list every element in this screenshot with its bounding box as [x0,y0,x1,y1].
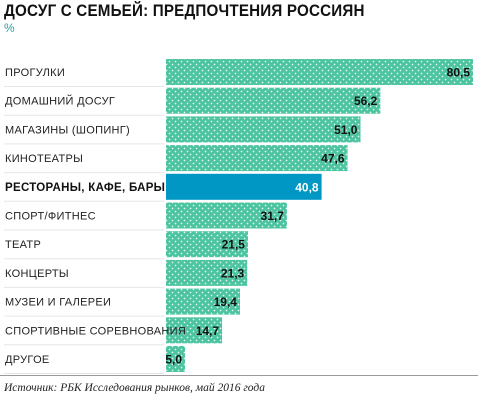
bar [166,288,240,315]
source-note: Источник: РБК Исследования рынков, май 2… [4,382,265,394]
bar [166,173,322,200]
bar [166,231,248,258]
value-label: 56,2 [354,94,378,108]
category-label: МУЗЕИ И ГАЛЕРЕИ [5,297,111,309]
value-label: 40,8 [295,180,319,194]
footer-divider [0,375,478,376]
category-label: РЕСТОРАНЫ, КАФЕ, БАРЫ [5,182,165,194]
bar [166,116,361,143]
chart-title: ДОСУГ С СЕМЬЕЙ: ПРЕДПОЧТЕНИЯ РОССИЯН [4,2,365,20]
category-label: ПРОГУЛКИ [5,67,65,79]
bar [166,87,381,114]
category-label: ДОМАШНИЙ ДОСУГ [5,95,115,108]
category-label: ТЕАТР [5,239,41,251]
category-label: МАГАЗИНЫ (ШОПИНГ) [5,124,130,136]
value-label: 80,5 [447,66,471,80]
category-label: КИНОТЕАТРЫ [5,153,83,165]
bar [166,346,186,372]
category-label: ДРУГОЕ [5,354,50,366]
category-label: КОНЦЕРТЫ [5,268,69,280]
value-label: 21,5 [222,238,246,252]
value-label: 14,7 [196,324,220,338]
value-label: 51,0 [334,123,358,137]
bar [166,59,473,85]
bar [166,145,348,172]
value-label: 5,0 [165,353,182,367]
value-label: 47,6 [321,152,345,166]
bar [166,202,287,229]
value-label: 31,7 [261,209,285,223]
category-label: СПОРТ/ФИТНЕС [5,211,96,223]
bar [166,259,248,286]
category-label: СПОРТИВНЫЕ СОРЕВНОВАНИЯ [5,325,186,337]
bar [166,317,223,344]
value-label: 19,4 [214,295,238,309]
value-label: 21,3 [221,266,245,280]
unit-label: % [4,21,15,35]
